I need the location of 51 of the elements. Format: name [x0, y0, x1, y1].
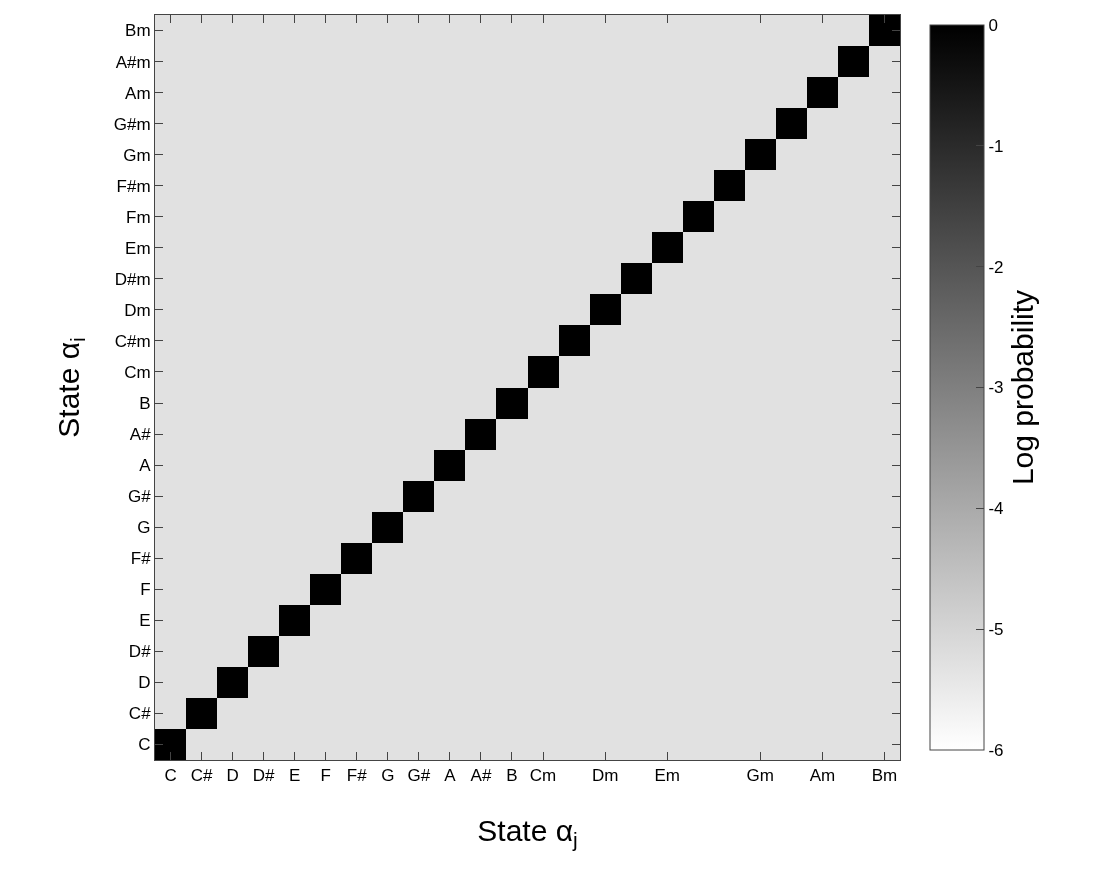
color-bar-title: Log probability: [1005, 289, 1039, 486]
y-tick-label: Em: [125, 238, 151, 258]
y-tick-label: D#m: [114, 269, 151, 289]
x-tick-label: Em: [654, 766, 680, 786]
x-tick-label: E: [289, 766, 301, 786]
x-axis-title: State α$_{j}$: [477, 813, 578, 852]
y-tick-label: A#m: [115, 52, 151, 72]
x-tick-label: F#: [346, 766, 368, 786]
y-tick-label: Dm: [124, 300, 151, 320]
x-tick-label: Dm: [591, 766, 619, 786]
color-bar-label: -3: [988, 378, 1004, 398]
color-bar-label: 0: [988, 15, 998, 35]
y-tick-label: A: [139, 456, 152, 476]
y-tick-label: C#: [128, 704, 152, 724]
x-tick-label: G: [381, 766, 395, 786]
y-tick-label: Am: [125, 83, 151, 103]
y-tick-label: Gm: [123, 145, 151, 165]
y-tick-label: Cm: [124, 362, 151, 382]
y-tick-label: G: [137, 518, 151, 538]
x-tick-label: B: [506, 766, 518, 786]
color-bar-label: -2: [988, 257, 1004, 277]
x-tick-label: A: [444, 766, 457, 786]
y-tick-label: D#: [128, 642, 152, 662]
y-tick-label: G#: [127, 487, 152, 507]
y-tick-label: C: [138, 735, 151, 755]
color-bar-label: -5: [988, 620, 1004, 640]
y-tick-label: B: [139, 393, 151, 413]
y-tick-label: F: [140, 580, 151, 600]
y-tick-label: G#m: [113, 114, 151, 134]
x-tick-label: G#: [407, 766, 431, 786]
y-tick-label: D: [138, 673, 151, 693]
x-tick-label: D#: [252, 766, 276, 786]
x-tick-label: Bm: [871, 766, 898, 786]
color-bar-label: -1: [988, 136, 1004, 156]
color-bar-label: -4: [988, 499, 1004, 519]
x-tick-label: F: [320, 766, 331, 786]
y-tick-label: Fm: [126, 207, 151, 227]
y-tick-label: F#: [130, 549, 152, 569]
x-tick-label: C#: [190, 766, 213, 786]
x-tick-label: Am: [809, 766, 836, 786]
x-tick-label: Gm: [746, 766, 775, 786]
x-tick-label: A#: [470, 766, 492, 786]
x-tick-label: Cm: [529, 766, 557, 786]
y-tick-label: F#m: [116, 176, 151, 196]
x-tick-label: C: [164, 766, 177, 786]
color-bar-label: -6: [988, 740, 1004, 760]
y-tick-label: E: [139, 611, 151, 631]
x-tick-label: D: [226, 766, 239, 786]
y-tick-label: C#m: [114, 331, 151, 351]
y-tick-label: A#: [129, 425, 152, 445]
y-tick-label: Bm: [125, 21, 151, 41]
